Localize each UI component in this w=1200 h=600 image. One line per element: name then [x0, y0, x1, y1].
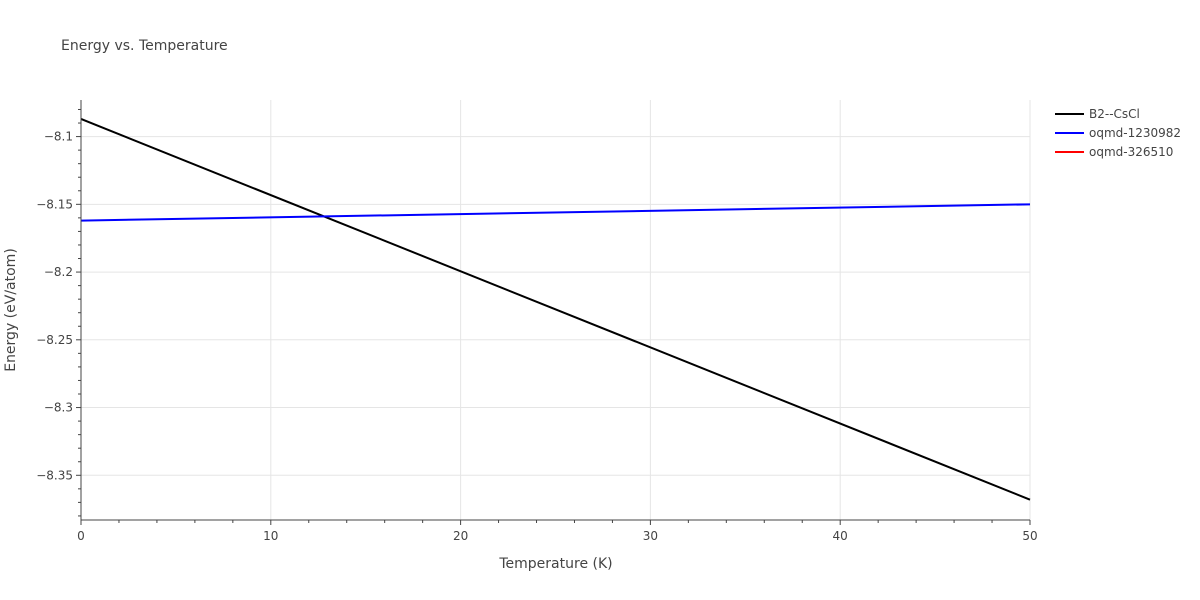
x-gridlines — [270, 100, 1031, 520]
y-tick-label: −8.2 — [44, 265, 73, 279]
series-line — [80, 118, 1031, 501]
y-tick-label: −8.1 — [44, 130, 73, 144]
x-tick-label: 30 — [643, 529, 658, 543]
axes — [76, 100, 1031, 525]
legend-label[interactable]: oqmd-1230982 — [1089, 126, 1181, 140]
series-line — [80, 203, 1031, 222]
x-axis-title: Temperature (K) — [498, 556, 612, 572]
legend-label[interactable]: B2--CsCl — [1089, 107, 1140, 121]
y-axis-title: Energy (eV/atom) — [3, 248, 19, 372]
x-tick-labels: 0 10 20 30 40 50 — [77, 529, 1037, 543]
y-tick-label: −8.15 — [36, 197, 73, 211]
series-layer — [80, 118, 1031, 501]
x-tick-label: 0 — [77, 529, 85, 543]
x-tick-label: 20 — [453, 529, 468, 543]
x-tick-label: 50 — [1022, 529, 1037, 543]
chart-title: Energy vs. Temperature — [61, 38, 228, 54]
y-tick-label: −8.35 — [36, 468, 73, 482]
x-tick-label: 40 — [833, 529, 848, 543]
y-tick-label: −8.25 — [36, 333, 73, 347]
x-tick-label: 10 — [263, 529, 278, 543]
y-tick-label: −8.3 — [44, 401, 73, 415]
y-tick-labels: −8.1 −8.15 −8.2 −8.25 −8.3 −8.35 — [36, 130, 73, 483]
legend-label[interactable]: oqmd-326510 — [1089, 145, 1173, 159]
y-gridlines — [81, 136, 1030, 476]
legend: B2--CsCl oqmd-1230982 oqmd-326510 — [1055, 107, 1181, 159]
